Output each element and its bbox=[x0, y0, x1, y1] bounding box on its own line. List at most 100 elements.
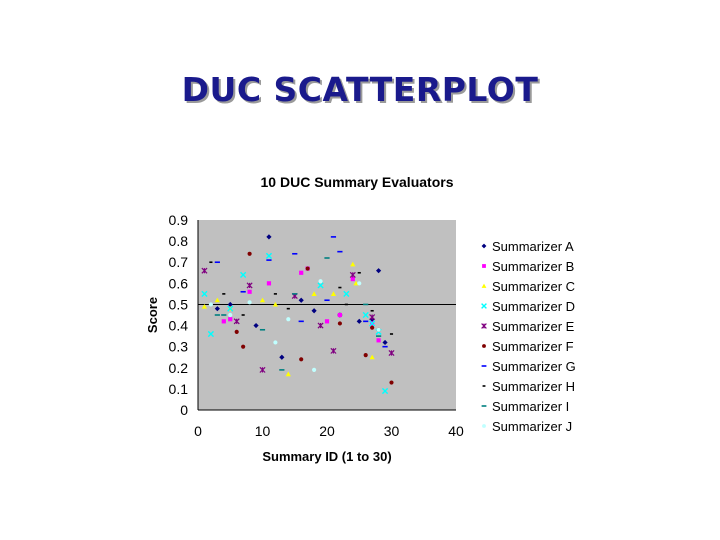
data-point bbox=[259, 328, 266, 331]
data-point bbox=[227, 305, 234, 312]
data-point bbox=[376, 268, 382, 274]
data-point bbox=[357, 281, 362, 286]
slide-title: DUC SCATTERPLOT bbox=[181, 70, 539, 109]
legend-marker bbox=[481, 243, 487, 249]
legend-marker bbox=[481, 283, 487, 288]
plot-area bbox=[198, 220, 456, 410]
data-point bbox=[353, 280, 359, 286]
legend-marker bbox=[482, 264, 486, 268]
data-point bbox=[344, 303, 348, 306]
data-point bbox=[228, 312, 233, 318]
data-point bbox=[337, 321, 342, 326]
data-point bbox=[266, 259, 272, 261]
data-point bbox=[369, 314, 376, 321]
data-point bbox=[201, 303, 208, 309]
data-point bbox=[370, 325, 375, 330]
y-tick-label: 0.1 bbox=[169, 381, 189, 397]
data-point bbox=[246, 282, 253, 289]
y-tick-label: 0.2 bbox=[169, 360, 189, 376]
data-point bbox=[317, 282, 324, 289]
data-point bbox=[240, 271, 247, 278]
data-point bbox=[311, 291, 317, 296]
data-point bbox=[311, 308, 317, 314]
data-point bbox=[214, 314, 220, 316]
data-point bbox=[234, 329, 239, 334]
data-point bbox=[369, 354, 375, 360]
x-tick-label: 10 bbox=[255, 423, 271, 439]
x-tick-label: 30 bbox=[384, 423, 400, 439]
data-point bbox=[356, 318, 362, 324]
legend-item-label: Summarizer A bbox=[492, 239, 574, 254]
data-point bbox=[209, 261, 213, 264]
y-tick-label: 0.4 bbox=[169, 318, 189, 334]
data-point bbox=[312, 367, 317, 372]
y-tick-label: 0.9 bbox=[169, 212, 189, 228]
data-point bbox=[247, 300, 252, 305]
data-point bbox=[382, 339, 388, 346]
legend: Summarizer A Summarizer B Summarizer C Summ… bbox=[481, 239, 576, 434]
data-point bbox=[214, 261, 220, 264]
x-tick-labels: 0 10 20 30 40 bbox=[194, 423, 464, 439]
data-point bbox=[298, 320, 304, 323]
data-point bbox=[259, 297, 266, 303]
data-point bbox=[222, 293, 226, 295]
data-point bbox=[266, 234, 272, 240]
legend-item-label: Summarizer D bbox=[492, 299, 575, 314]
y-tick-label: 0.6 bbox=[169, 275, 189, 291]
data-point bbox=[376, 338, 381, 343]
data-point bbox=[221, 314, 227, 316]
data-point bbox=[207, 330, 214, 338]
legend-item-label: Summarizer G bbox=[492, 359, 576, 374]
legend-item-label: Summarizer E bbox=[492, 319, 575, 334]
data-point bbox=[265, 252, 273, 259]
data-point bbox=[241, 314, 245, 316]
data-point bbox=[228, 317, 233, 322]
data-point bbox=[208, 302, 213, 307]
data-point bbox=[330, 347, 337, 354]
y-tick-label: 0.8 bbox=[169, 233, 189, 249]
data-point bbox=[214, 306, 220, 312]
data-point bbox=[338, 286, 342, 289]
x-tick-label: 0 bbox=[194, 423, 202, 439]
data-point bbox=[233, 318, 240, 325]
data-point bbox=[201, 290, 208, 297]
legend-marker bbox=[481, 323, 487, 329]
data-point bbox=[324, 319, 330, 324]
legend-marker bbox=[482, 385, 486, 387]
y-tick-label: 0.5 bbox=[169, 296, 189, 312]
data-point bbox=[227, 301, 233, 308]
data-point bbox=[292, 293, 298, 295]
y-tick-label: 0 bbox=[180, 402, 188, 418]
data-point bbox=[266, 281, 272, 286]
legend-item-label: Summarizer J bbox=[492, 419, 572, 434]
legend-marker bbox=[481, 405, 487, 407]
data-point bbox=[279, 369, 285, 371]
legend-item-label: Summarizer H bbox=[492, 379, 575, 394]
data-point bbox=[247, 251, 252, 256]
legend-marker bbox=[481, 303, 487, 309]
data-point bbox=[240, 290, 246, 293]
data-point bbox=[247, 289, 252, 294]
data-point bbox=[253, 322, 259, 329]
data-point bbox=[337, 312, 342, 318]
data-point bbox=[376, 335, 382, 337]
data-point bbox=[350, 261, 356, 267]
data-point bbox=[292, 252, 298, 255]
data-point bbox=[324, 299, 330, 302]
data-point bbox=[370, 309, 374, 312]
data-point bbox=[330, 236, 337, 238]
x-tick-label: 40 bbox=[448, 423, 464, 439]
data-point bbox=[389, 380, 394, 385]
data-point bbox=[259, 366, 266, 373]
data-point bbox=[285, 371, 291, 377]
data-point bbox=[305, 266, 310, 271]
legend-marker bbox=[482, 344, 486, 348]
legend-item-label: Summarizer B bbox=[492, 259, 574, 274]
y-tick-labels: 0 0.1 0.2 0.3 0.4 0.5 0.6 0.7 0.8 0.9 bbox=[169, 212, 189, 418]
data-point bbox=[376, 327, 381, 332]
data-point bbox=[388, 349, 395, 357]
data-point bbox=[343, 290, 350, 297]
data-point bbox=[214, 297, 220, 303]
data-point bbox=[330, 291, 337, 296]
